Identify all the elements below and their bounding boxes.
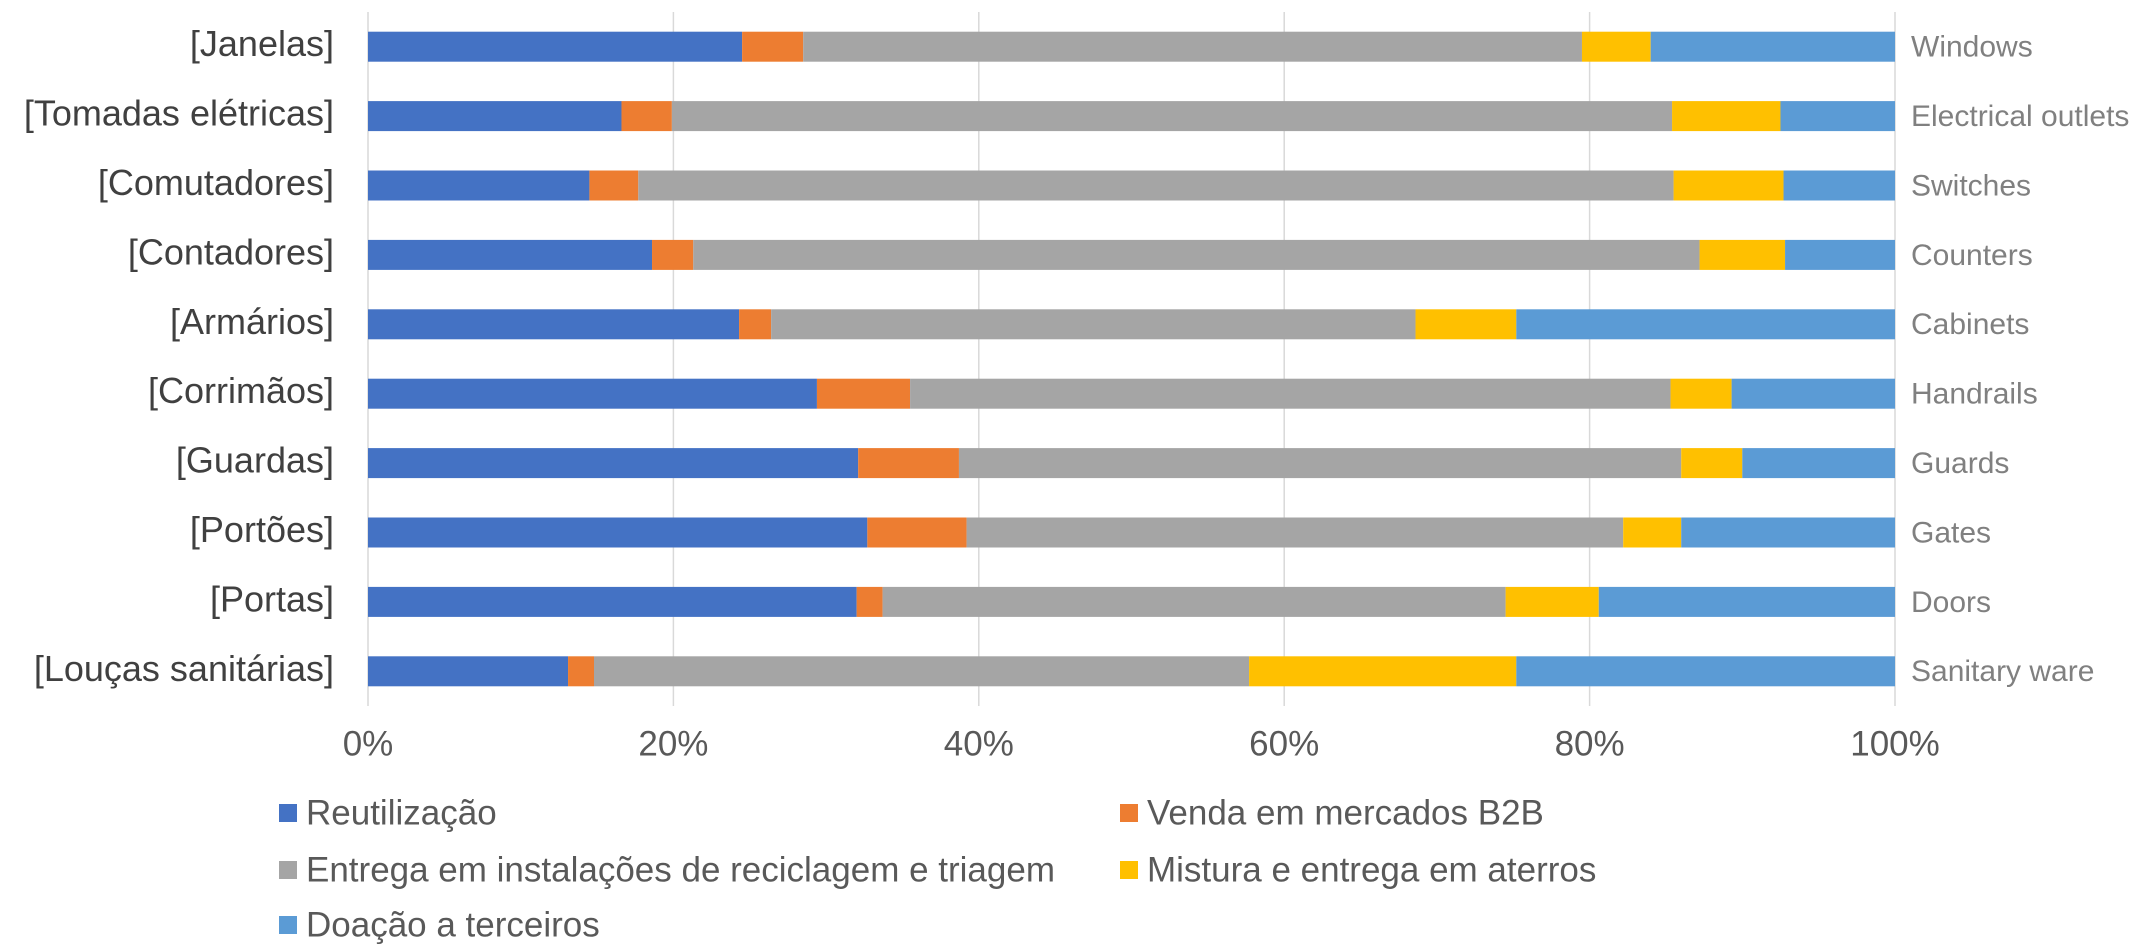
bar-segment (856, 586, 883, 617)
category-label: [Louças sanitárias] (34, 648, 334, 689)
bar-segment (1681, 448, 1743, 479)
bar-segment (368, 31, 743, 62)
bar-segment (368, 239, 653, 270)
category-label: [Armários] (170, 301, 334, 342)
x-tick-label: 80% (1555, 724, 1625, 763)
right-label: Guards (1911, 447, 2009, 480)
bar-segment (816, 378, 911, 409)
right-label: Cabinets (1911, 308, 2029, 341)
bar-segment (368, 101, 622, 132)
bar-segment (652, 239, 694, 270)
bar-segment (638, 170, 1674, 201)
right-label: Doors (1911, 586, 1991, 619)
bar-segment (693, 239, 1700, 270)
bar-segment (1699, 239, 1786, 270)
bar-segment (368, 170, 590, 201)
right-label: Switches (1911, 169, 2031, 202)
legend-swatch (279, 916, 297, 934)
category-label: [Contadores] (128, 231, 334, 272)
x-tick-label: 20% (638, 724, 708, 763)
legend-label: Mistura e entrega em aterros (1147, 850, 1596, 889)
bar-segment (1516, 656, 1895, 687)
right-label: Sanitary ware (1911, 655, 2094, 688)
bar-segment (1780, 101, 1895, 132)
bar-segment (1581, 31, 1651, 62)
bar-segment (966, 517, 1624, 548)
bar-segment (1249, 656, 1517, 687)
category-label: [Comutadores] (98, 162, 334, 203)
category-label: [Tomadas elétricas] (24, 93, 334, 134)
x-tick-label: 40% (944, 724, 1014, 763)
bar-segment (593, 656, 1250, 687)
bar-segment (671, 101, 1673, 132)
bar-segment (1623, 517, 1682, 548)
category-label: [Janelas] (190, 23, 334, 64)
bar-segment (1598, 586, 1895, 617)
bar-segment (1783, 170, 1895, 201)
bar-segment (1672, 101, 1781, 132)
bar-segment (368, 378, 817, 409)
bar-segment (742, 31, 804, 62)
bar-segment (1785, 239, 1895, 270)
legend-label: Entrega em instalações de reciclagem e t… (306, 850, 1055, 889)
right-label: Electrical outlets (1911, 100, 2129, 133)
legend-label: Doação a terceiros (306, 905, 600, 944)
bar-segment (1415, 309, 1517, 340)
bar-segment (368, 448, 859, 479)
right-label: Gates (1911, 516, 1991, 549)
bar-segment (368, 586, 857, 617)
x-tick-label: 60% (1249, 724, 1319, 763)
right-label: Handrails (1911, 378, 2038, 411)
bar-segment (1731, 378, 1895, 409)
bar-segment (621, 101, 672, 132)
x-tick-label: 100% (1850, 724, 1940, 763)
bar-segment (803, 31, 1582, 62)
bar-segment (739, 309, 772, 340)
bar-segment (1673, 170, 1784, 201)
bar-segment (1505, 586, 1599, 617)
bar-segment (867, 517, 967, 548)
category-label: [Corrimãos] (148, 370, 334, 411)
bar-segment (910, 378, 1671, 409)
legend-swatch (1120, 861, 1138, 879)
category-label: [Guardas] (176, 440, 334, 481)
legend-label: Venda em mercados B2B (1147, 793, 1544, 832)
legend-label: Reutilização (306, 793, 497, 832)
category-label: [Portas] (210, 578, 334, 619)
legend-swatch (279, 804, 297, 822)
bar-segment (771, 309, 1416, 340)
bar-segment (368, 517, 868, 548)
right-label: Counters (1911, 239, 2033, 272)
bar-segment (958, 448, 1682, 479)
bar-segment (1650, 31, 1895, 62)
right-label: Windows (1911, 31, 2033, 64)
bar-segment (1516, 309, 1895, 340)
bar-segment (1681, 517, 1895, 548)
bar-segment (882, 586, 1506, 617)
legend-swatch (279, 861, 297, 879)
bar-segment (368, 656, 569, 687)
bar-segment (1670, 378, 1732, 409)
bar-segment (568, 656, 594, 687)
x-tick-label: 0% (343, 724, 394, 763)
bar-segment (858, 448, 959, 479)
bar-segment (1742, 448, 1895, 479)
category-label: [Portões] (190, 509, 334, 550)
legend-swatch (1120, 804, 1138, 822)
bar-segment (589, 170, 639, 201)
bar-segment (368, 309, 740, 340)
